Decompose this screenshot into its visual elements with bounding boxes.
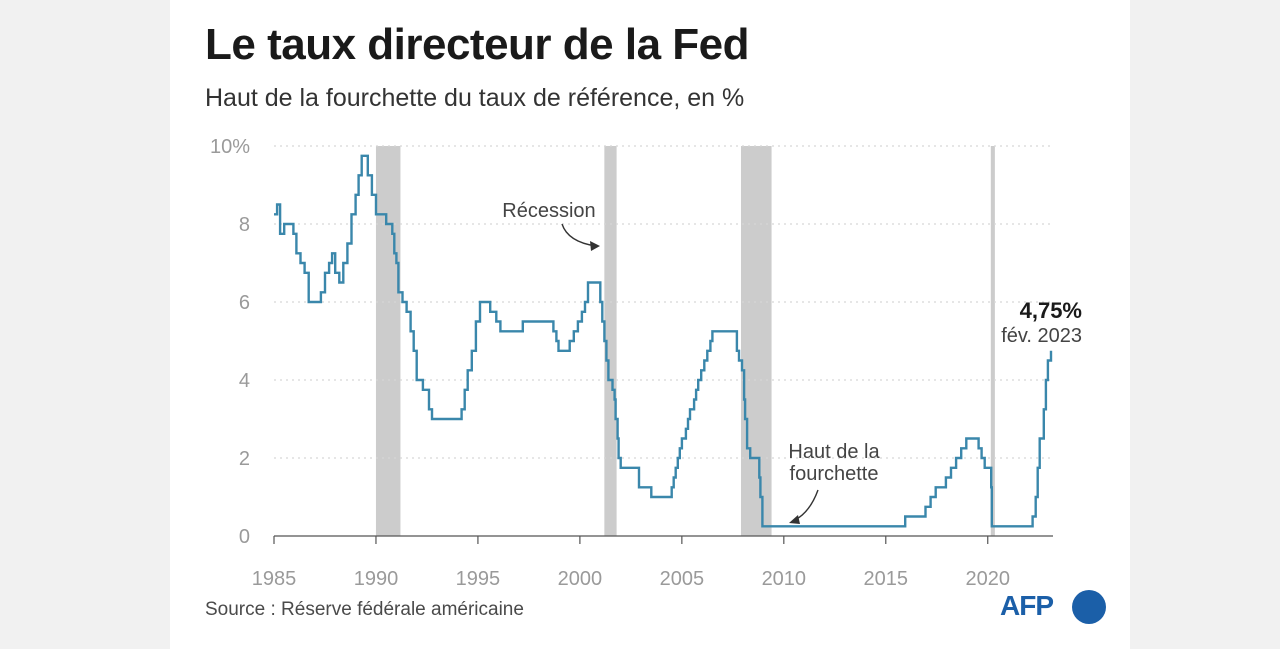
annotation-recession: Récession xyxy=(502,200,595,222)
recession-band-4 xyxy=(990,146,995,536)
afp-logo-dot xyxy=(1072,590,1106,624)
source-note: Source : Réserve fédérale américaine xyxy=(205,599,524,620)
recession-band-1 xyxy=(375,146,401,536)
annotation-recession-arrowhead xyxy=(590,241,600,251)
x-tick-label-2010: 2010 xyxy=(762,568,807,590)
annotation-top-of-range-line2: fourchette xyxy=(790,463,879,485)
y-tick-label-4: 4 xyxy=(239,370,250,392)
y-tick-label-0: 0 xyxy=(239,526,250,548)
x-tick-label-2000: 2000 xyxy=(558,568,603,590)
x-tick-label-2005: 2005 xyxy=(660,568,705,590)
chart-subtitle: Haut de la fourchette du taux de référen… xyxy=(205,84,745,112)
annotation-latest-date: fév. 2023 xyxy=(1001,325,1082,347)
x-tick-label-2015: 2015 xyxy=(864,568,909,590)
afp-logo-text: AFP xyxy=(1000,590,1054,621)
annotation-latest-value: 4,75% xyxy=(1020,298,1082,323)
y-tick-label-6: 6 xyxy=(239,292,250,314)
y-tick-label-8: 8 xyxy=(239,214,250,236)
chart-title: Le taux directeur de la Fed xyxy=(205,20,750,69)
y-tick-label-10: 10% xyxy=(210,136,250,158)
recession-band-2 xyxy=(604,146,617,536)
x-tick-label-2020: 2020 xyxy=(965,568,1010,590)
chart-card xyxy=(170,0,1130,649)
annotation-top-of-range-line1: Haut de la xyxy=(788,441,880,463)
recession-band-3 xyxy=(740,146,772,536)
x-tick-label-1995: 1995 xyxy=(456,568,501,590)
x-tick-label-1985: 1985 xyxy=(252,568,297,590)
fed-rate-line xyxy=(274,154,1053,528)
x-tick-label-1990: 1990 xyxy=(354,568,399,590)
annotation-top-of-range-arrowhead xyxy=(789,515,800,524)
afp-logo: AFP xyxy=(1000,588,1110,626)
y-tick-label-2: 2 xyxy=(239,448,250,470)
annotation-top-of-range-arrow xyxy=(794,489,819,521)
